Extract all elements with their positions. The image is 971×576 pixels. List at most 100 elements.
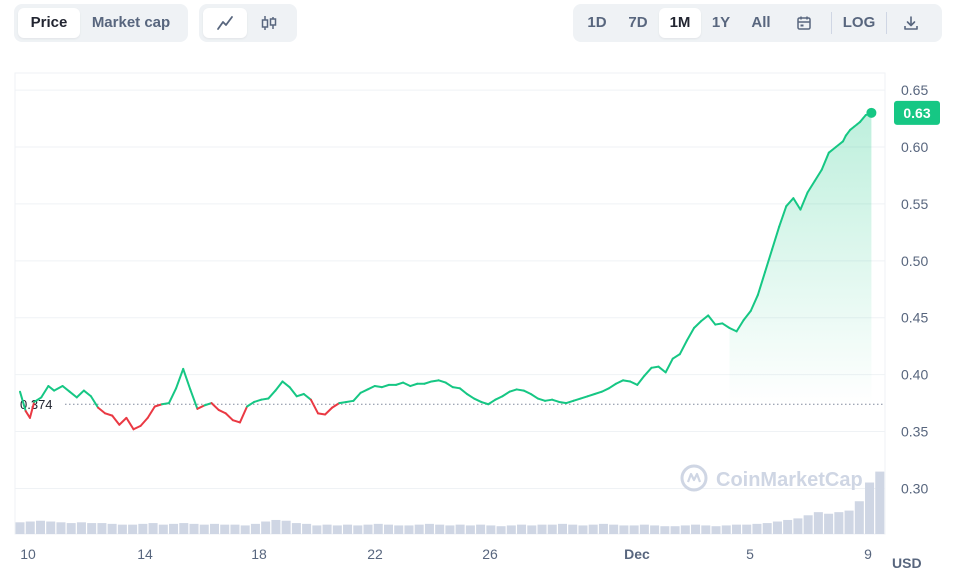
volume-bar — [281, 520, 291, 534]
y-tick-label: 0.65 — [901, 82, 928, 98]
price-segment — [68, 390, 78, 399]
price-segment — [61, 385, 71, 393]
x-axis: 10 14 18 22 26 Dec 5 9 — [20, 546, 872, 562]
price-segment — [522, 389, 532, 395]
y-tick-label: 0.50 — [901, 253, 928, 269]
volume-bar — [169, 523, 179, 534]
range-1y-button[interactable]: 1Y — [711, 14, 731, 31]
price-segment — [430, 379, 440, 383]
price-segment — [700, 314, 710, 323]
price-segment — [799, 191, 809, 211]
range-1d-button[interactable]: 1D — [587, 14, 607, 31]
price-segment — [600, 387, 610, 393]
range-1m-button[interactable]: 1M — [659, 8, 701, 38]
coinmarketcap-logo-mark — [686, 472, 702, 483]
price-segment — [643, 366, 653, 377]
price-segment — [458, 387, 468, 395]
tab-price[interactable]: Price — [18, 8, 80, 38]
price-segment — [423, 380, 433, 385]
price-segment — [565, 399, 575, 405]
price-segment — [742, 309, 752, 322]
volume-bar — [547, 524, 557, 534]
range-all-button[interactable]: All — [751, 14, 771, 31]
price-segment — [316, 412, 327, 416]
price-segment — [558, 400, 568, 405]
y-axis: 0.30 0.35 0.40 0.45 0.50 0.55 0.60 0.65 — [901, 82, 928, 496]
calendar-icon — [797, 16, 811, 30]
price-segment — [487, 398, 497, 406]
x-tick-label: 9 — [864, 546, 872, 562]
log-scale-button[interactable]: LOG — [842, 14, 876, 31]
download-button[interactable] — [891, 8, 931, 38]
watermark: CoinMarketCap — [680, 464, 863, 492]
currency-label: USD — [892, 555, 922, 571]
candlestick-button[interactable] — [247, 8, 291, 38]
price-segment — [196, 404, 206, 410]
price-segment — [529, 392, 539, 400]
volume-bar — [527, 525, 537, 534]
volume-bar — [793, 518, 803, 534]
volume-bar — [363, 524, 373, 534]
toolbar-divider — [886, 12, 887, 34]
y-tick-label: 0.45 — [901, 310, 928, 326]
tab-market-cap[interactable]: Market cap — [91, 14, 171, 31]
price-segment — [345, 399, 355, 403]
x-tick-label: 14 — [137, 546, 153, 562]
price-segment — [97, 406, 107, 415]
volume-bar — [609, 524, 619, 534]
y-tick-label: 0.40 — [901, 367, 928, 383]
price-segment — [785, 197, 795, 208]
volume-bar — [875, 471, 885, 534]
x-tick-label: 22 — [367, 546, 383, 562]
price-segment — [714, 322, 724, 326]
candlestick-icon — [261, 16, 277, 30]
price-segment — [586, 392, 596, 398]
line-chart-button[interactable] — [203, 8, 247, 38]
volume-bar — [138, 523, 148, 534]
price-segment — [494, 395, 504, 401]
volume-bar — [435, 524, 445, 534]
volume-bar — [803, 515, 813, 534]
grid — [14, 72, 886, 535]
volume-bar — [322, 524, 332, 534]
price-segment — [288, 386, 298, 398]
volume-bar — [619, 525, 629, 534]
price-segment — [75, 389, 85, 399]
price-segment — [395, 381, 405, 386]
volume-bar — [598, 523, 608, 534]
price-segment — [139, 416, 149, 427]
price-segment — [749, 293, 759, 312]
price-segment — [238, 405, 249, 424]
x-tick-label: 26 — [482, 546, 498, 562]
volume-bar — [343, 524, 353, 534]
current-price-point — [866, 107, 877, 118]
volume-bar — [844, 510, 854, 534]
volume-bar — [302, 523, 312, 534]
price-segment — [189, 388, 199, 410]
price-segment — [217, 408, 227, 415]
price-segment — [451, 386, 461, 390]
price-segment — [260, 397, 270, 401]
volume-bar — [97, 523, 107, 534]
volume-bar — [56, 522, 66, 534]
price-segment — [664, 357, 674, 374]
metric-toggle: Price Market cap — [14, 4, 188, 42]
price-segment — [501, 390, 511, 398]
volume-bar — [189, 523, 199, 534]
price-segment — [844, 128, 852, 137]
volume-bar — [742, 524, 752, 534]
calendar-button[interactable] — [781, 8, 827, 38]
volume-bar — [445, 525, 455, 534]
volume-bar — [46, 521, 56, 534]
price-segment — [373, 385, 383, 389]
volume-bar — [557, 523, 568, 534]
price-segment — [203, 402, 213, 407]
volume-bar — [517, 524, 527, 534]
download-icon — [904, 16, 918, 30]
price-segment — [89, 395, 100, 409]
range-7d-button[interactable]: 7D — [628, 14, 648, 31]
price-segment — [366, 385, 376, 391]
x-tick-label: 5 — [746, 546, 754, 562]
volume-bar — [271, 519, 281, 534]
